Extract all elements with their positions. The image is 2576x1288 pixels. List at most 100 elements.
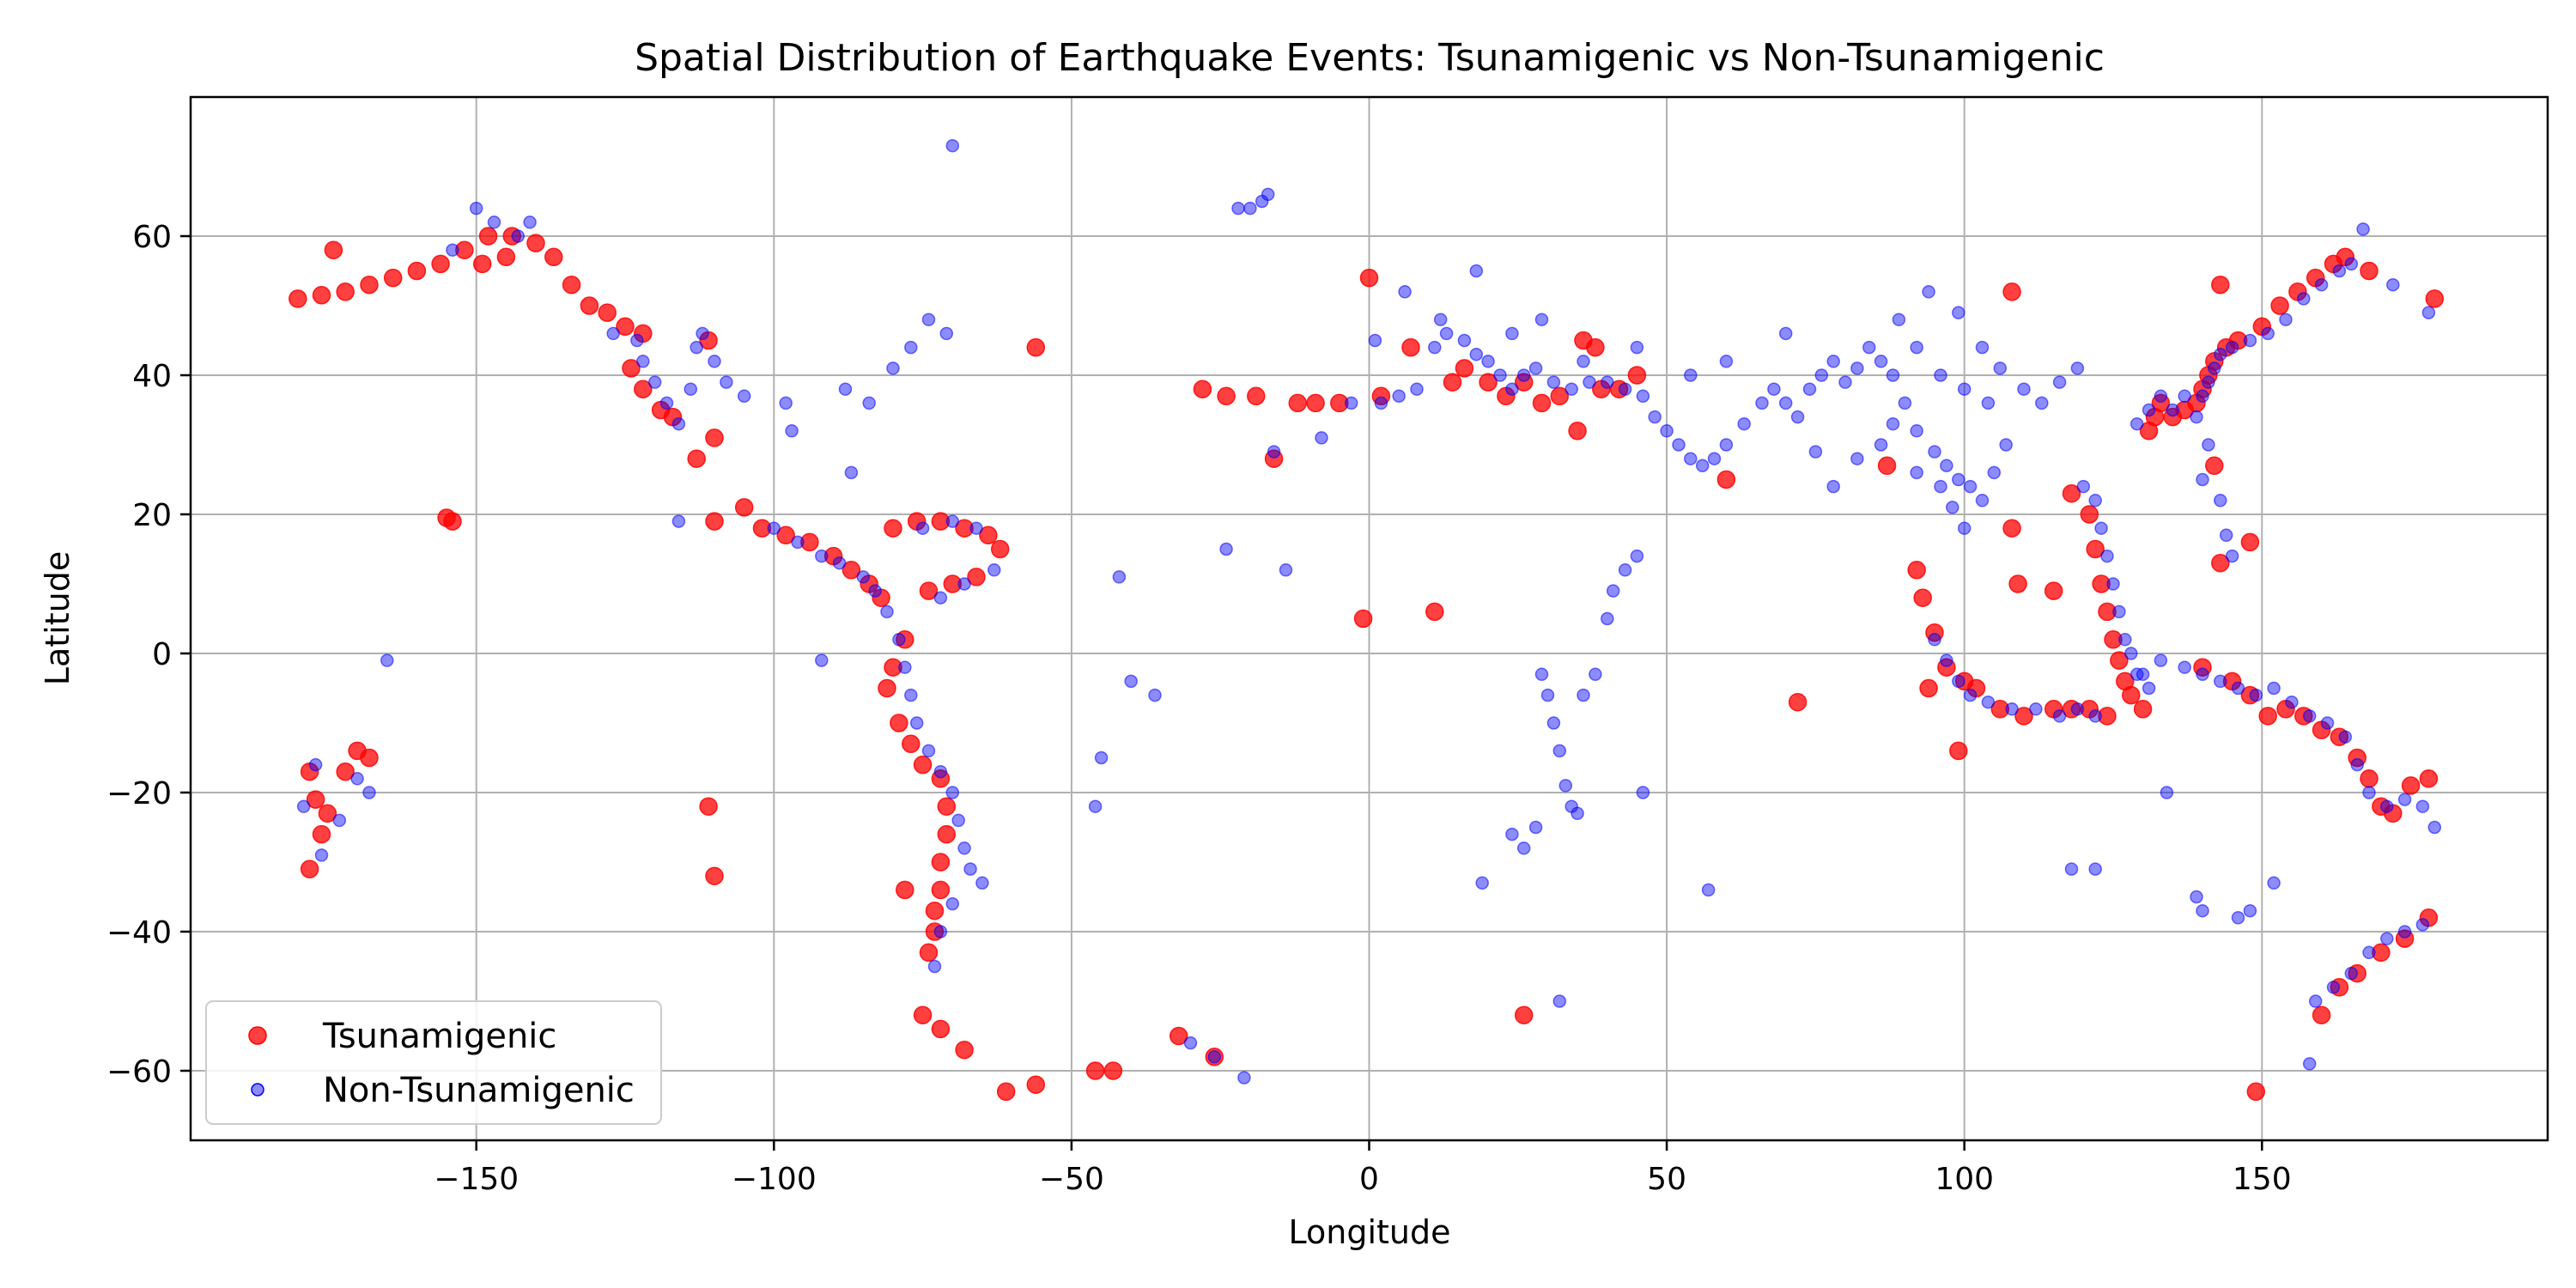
data-point — [990, 539, 1010, 559]
data-point — [2219, 528, 2233, 543]
data-point — [1627, 366, 1647, 385]
data-point — [963, 862, 977, 876]
data-point — [2151, 393, 2171, 413]
data-point — [332, 813, 347, 828]
data-point — [1874, 355, 1888, 368]
data-point — [1247, 386, 1266, 406]
data-point — [925, 901, 945, 920]
data-point — [2350, 757, 2364, 772]
data-point — [886, 361, 900, 375]
data-point — [2118, 633, 2132, 647]
data-point — [800, 532, 819, 552]
data-point — [937, 797, 957, 816]
data-point — [1088, 799, 1103, 813]
data-point — [1636, 389, 1650, 404]
data-point — [868, 584, 882, 598]
data-point — [2214, 674, 2227, 689]
data-point — [913, 755, 933, 775]
data-point — [1583, 375, 1596, 389]
data-point — [734, 498, 754, 517]
data-point — [2338, 730, 2353, 744]
data-point — [2415, 799, 2430, 813]
data-point — [383, 268, 403, 288]
data-point — [945, 138, 960, 153]
data-point — [1401, 337, 1420, 357]
data-point — [1630, 549, 1644, 563]
data-point — [647, 375, 662, 389]
series-non-tsunamigenic — [296, 138, 2442, 1084]
y-tick-label: 40 — [132, 359, 172, 394]
data-point — [705, 866, 724, 885]
data-point — [1516, 841, 1531, 855]
data-point — [1330, 393, 1349, 413]
data-point — [1719, 355, 1734, 368]
data-point — [2088, 494, 2102, 507]
data-point — [921, 744, 936, 758]
data-point — [1701, 883, 1716, 897]
data-point — [622, 359, 641, 378]
data-point — [1755, 396, 1769, 410]
data-point — [1919, 678, 1938, 698]
data-point — [306, 790, 325, 809]
data-point — [2044, 581, 2063, 600]
data-point — [979, 526, 998, 545]
data-point — [1957, 521, 1971, 535]
data-point — [2196, 472, 2209, 487]
legend-label-tsunamigenic: Tsunamigenic — [322, 1017, 556, 1056]
data-point — [1648, 410, 1662, 424]
data-point — [431, 254, 450, 274]
data-point — [699, 797, 718, 816]
data-point — [2110, 651, 2129, 670]
data-point — [469, 201, 483, 216]
data-point — [2122, 685, 2141, 705]
legend-box — [205, 1000, 662, 1125]
data-point — [1552, 744, 1567, 758]
data-point — [957, 841, 971, 855]
data-point — [1934, 368, 1947, 382]
data-point — [2302, 709, 2317, 723]
data-point — [616, 317, 635, 337]
data-point — [2070, 361, 2085, 375]
data-point — [2360, 769, 2379, 788]
data-point — [844, 465, 859, 480]
data-point — [606, 326, 620, 341]
data-point — [1469, 264, 1484, 278]
data-point — [289, 289, 307, 308]
data-point — [1910, 340, 1923, 355]
x-tick-label: −100 — [732, 1162, 817, 1197]
data-point — [1094, 750, 1109, 765]
data-point — [1975, 494, 1990, 507]
data-point — [2297, 292, 2311, 306]
data-point — [1552, 994, 1567, 1008]
data-point — [446, 243, 459, 257]
x-tick-label: 50 — [1647, 1162, 1686, 1197]
data-point — [2088, 709, 2102, 723]
data-point — [2205, 456, 2224, 476]
legend-marker-tsunamigenic — [248, 1026, 267, 1045]
data-point — [2008, 574, 2027, 593]
data-point — [2190, 890, 2203, 904]
data-point — [2320, 716, 2335, 730]
data-point — [1719, 438, 1734, 452]
data-point — [1618, 382, 1632, 396]
data-point — [296, 799, 311, 813]
data-point — [1826, 479, 1840, 494]
data-point — [1672, 438, 1686, 452]
data-point — [2231, 681, 2245, 696]
data-point — [2154, 389, 2168, 404]
data-point — [1814, 368, 1829, 382]
y-tick-label: 60 — [132, 220, 172, 255]
data-point — [2258, 707, 2277, 726]
data-point — [892, 633, 906, 647]
data-point — [1940, 459, 1953, 473]
data-point — [2386, 277, 2400, 292]
data-point — [1826, 355, 1840, 368]
chart-title: Spatial Distribution of Earthquake Event… — [635, 36, 2105, 80]
data-point — [1913, 588, 1932, 607]
data-point — [2106, 577, 2120, 591]
data-point — [526, 234, 545, 252]
series-tsunamigenic — [289, 227, 2445, 1102]
data-point — [1910, 465, 1923, 480]
data-point — [2279, 313, 2293, 326]
data-point — [2332, 264, 2347, 278]
